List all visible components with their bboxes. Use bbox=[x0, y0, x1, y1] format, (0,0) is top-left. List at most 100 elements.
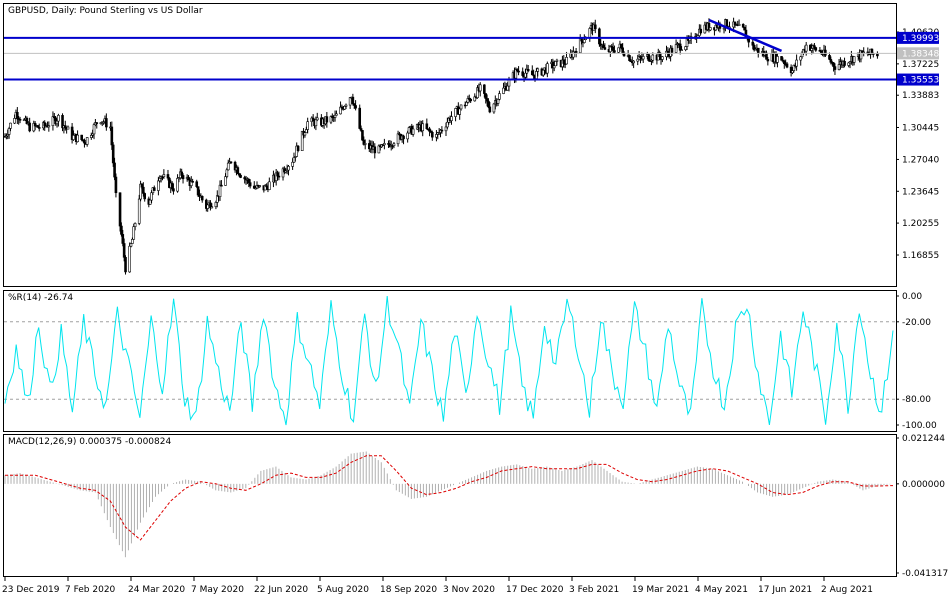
candle-body bbox=[428, 128, 431, 132]
candle-body bbox=[51, 116, 55, 127]
candle-body bbox=[142, 186, 145, 194]
x-tick-label: 18 Sep 2020 bbox=[380, 585, 437, 595]
candle-body bbox=[517, 70, 520, 73]
candle-body bbox=[181, 175, 185, 180]
candle-body bbox=[743, 26, 746, 31]
candle-body bbox=[218, 184, 222, 198]
x-tick-label: 7 May 2020 bbox=[191, 585, 244, 595]
x-tick-label: 24 Mar 2020 bbox=[128, 585, 185, 595]
candle-body bbox=[7, 128, 11, 135]
candle-body bbox=[450, 116, 453, 121]
x-tick-label: 5 Aug 2020 bbox=[317, 585, 369, 595]
candle-body bbox=[406, 132, 409, 140]
wpr-y-tick-label: -80.00 bbox=[902, 395, 931, 405]
candle-body bbox=[358, 107, 362, 129]
candle-body bbox=[191, 181, 194, 183]
candle-body bbox=[140, 183, 144, 188]
candle-body bbox=[651, 54, 655, 61]
candle-body bbox=[709, 27, 712, 31]
candle-body bbox=[292, 157, 296, 163]
candle-body bbox=[621, 47, 624, 54]
candle-body bbox=[598, 28, 601, 45]
candle-body bbox=[402, 135, 405, 140]
axes: 1.406201.372251.338831.304451.270401.236… bbox=[2, 28, 948, 595]
chart-title: GBPUSD, Daily: Pound Sterling vs US Doll… bbox=[8, 6, 203, 16]
candle-body bbox=[196, 186, 200, 196]
candle-body bbox=[9, 122, 12, 129]
candle-body bbox=[526, 69, 530, 72]
candle-body bbox=[530, 70, 534, 76]
candle-body bbox=[628, 55, 631, 62]
candle-body bbox=[157, 180, 160, 191]
x-tick-label: 17 Dec 2020 bbox=[506, 585, 564, 595]
candle-body bbox=[469, 98, 472, 102]
candle-body bbox=[176, 177, 179, 192]
candle-body bbox=[737, 23, 741, 26]
candle-body bbox=[224, 176, 227, 186]
candle-body bbox=[95, 122, 99, 124]
candle-body bbox=[133, 223, 137, 227]
candle-body bbox=[421, 123, 425, 132]
candle-body bbox=[514, 69, 518, 79]
candle-body bbox=[574, 50, 578, 54]
candle-body bbox=[440, 129, 444, 132]
candle-body bbox=[611, 46, 615, 51]
candle-body bbox=[565, 57, 568, 65]
candle-body bbox=[61, 115, 64, 129]
current-price-label: 1.38348 bbox=[902, 49, 939, 59]
candle-body bbox=[647, 54, 650, 61]
candle-body bbox=[859, 50, 863, 60]
macd-signal-line bbox=[5, 455, 894, 541]
candle-body bbox=[670, 47, 674, 53]
candle-body bbox=[799, 56, 803, 61]
candle-body bbox=[446, 121, 449, 128]
price-y-tick-label: 1.37225 bbox=[902, 60, 939, 70]
candle-body bbox=[444, 126, 448, 132]
candle-body bbox=[189, 181, 193, 186]
candle-body bbox=[236, 167, 240, 175]
candle-body bbox=[795, 59, 798, 67]
candle-body bbox=[172, 188, 175, 192]
candle-body bbox=[105, 118, 108, 128]
candle-body bbox=[122, 243, 126, 258]
candle-body bbox=[80, 134, 83, 140]
candle-body bbox=[725, 19, 729, 27]
candle-body bbox=[837, 64, 841, 70]
candle-body bbox=[110, 126, 114, 146]
main-panel-frame bbox=[3, 3, 897, 287]
candle-body bbox=[315, 117, 319, 121]
candle-body bbox=[459, 104, 463, 110]
candle-body bbox=[339, 106, 342, 115]
candle-body bbox=[699, 28, 703, 34]
candle-body bbox=[113, 162, 116, 178]
candle-body bbox=[488, 106, 492, 113]
candle-body bbox=[268, 181, 271, 190]
candle-body bbox=[593, 24, 597, 30]
candle-body bbox=[431, 131, 434, 138]
candle-body bbox=[843, 60, 846, 66]
candle-body bbox=[18, 118, 22, 121]
candle-body bbox=[351, 96, 355, 104]
candle-body bbox=[225, 169, 229, 177]
x-tick-label: 22 Jun 2020 bbox=[254, 585, 308, 595]
candle-body bbox=[214, 202, 218, 207]
candle-body bbox=[766, 59, 770, 62]
wpr-y-tick-label: -20.00 bbox=[902, 318, 931, 328]
candle-body bbox=[187, 176, 190, 181]
candle-body bbox=[483, 84, 486, 94]
candle-body bbox=[348, 97, 352, 106]
candle-body bbox=[314, 119, 318, 127]
candle-body bbox=[305, 129, 308, 133]
macd-y-tick-label: 0.000000 bbox=[902, 480, 945, 490]
candle-body bbox=[206, 204, 209, 209]
candle-body bbox=[57, 115, 60, 122]
candle-body bbox=[847, 62, 850, 66]
candle-body bbox=[258, 185, 262, 187]
candle-body bbox=[829, 59, 833, 63]
candle-body bbox=[852, 56, 856, 63]
candle-body bbox=[195, 181, 199, 187]
candle-body bbox=[465, 102, 468, 106]
candle-body bbox=[33, 123, 37, 127]
candle-body bbox=[580, 38, 583, 42]
